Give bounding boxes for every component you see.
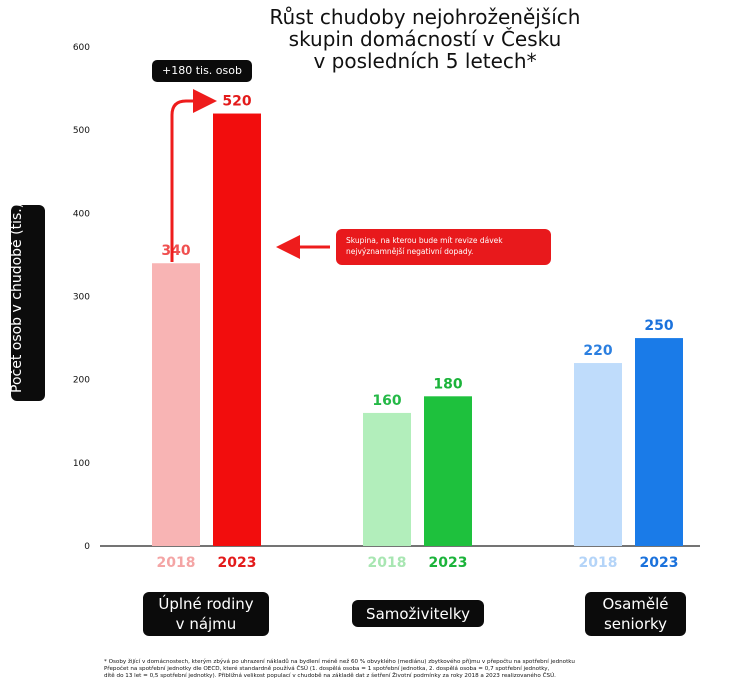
data-label: 180 (433, 376, 462, 392)
x-tick-label: 2023 (218, 555, 257, 571)
growth-badge: +180 tis. osob (152, 60, 252, 82)
group-label-families-line-1: Úplné rodiny (158, 595, 254, 613)
bar (635, 338, 683, 546)
y-tick-label: 600 (73, 43, 90, 53)
annotations (170, 89, 330, 262)
x-tick-label: 2018 (579, 555, 618, 571)
chart-title-line-2: skupin domácností v Česku (288, 27, 562, 51)
footnote-line-2: Přepočet na spotřební jednotky dle OECD,… (104, 666, 550, 672)
bar (574, 363, 622, 546)
chart-title-line-1: Růst chudoby nejohroženějších (269, 5, 581, 29)
y-tick-label: 0 (84, 542, 90, 552)
bars: 340 2018 520 2023 160 2018 180 2023 220 2018 250 20… (152, 94, 683, 571)
group-label-seniors-line-2: seniorky (603, 615, 668, 633)
footnote: * Osoby žijící v domácnostech, kterým zb… (104, 659, 744, 680)
footnote-line-1: * Osoby žijící v domácnostech, kterým zb… (104, 659, 575, 665)
footnote-line-3: dítě do 13 let = 0,5 spotřební jednotky)… (104, 673, 556, 679)
group-label-seniors-line-1: Osamělé (602, 595, 669, 613)
callout-box: Skupina, na kterou bude mít revize dávek… (336, 229, 551, 265)
x-tick-label: 2018 (368, 555, 407, 571)
bar (424, 396, 472, 546)
data-label: 220 (583, 343, 612, 359)
y-tick-label: 300 (73, 293, 90, 303)
y-axis-label-box (11, 205, 45, 401)
bar (363, 412, 411, 546)
data-label: 160 (372, 393, 401, 409)
y-tick-label: 200 (73, 376, 90, 386)
group-label-families-line-2: v nájmu (175, 615, 237, 633)
bar (213, 113, 261, 547)
x-tick-label: 2018 (157, 555, 196, 571)
y-tick-label: 100 (73, 459, 90, 469)
data-label: 250 (644, 318, 673, 334)
y-tick-label: 400 (73, 209, 90, 219)
group-label-families: Úplné rodiny v nájmu (143, 592, 269, 636)
y-tick-label: 500 (73, 126, 90, 136)
group-label-seniors: Osamělé seniorky (585, 592, 686, 636)
chart-title: Růst chudoby nejohroženějších skupin dom… (250, 6, 600, 72)
group-label-single-mothers: Samoživitelky (352, 600, 484, 627)
y-axis-label: Počet osob v chudobě (tis.) (9, 202, 25, 393)
x-tick-label: 2023 (429, 555, 468, 571)
data-label: 520 (222, 94, 251, 110)
chart-title-line-3: v posledních 5 letech* (313, 49, 537, 73)
x-tick-label: 2023 (640, 555, 679, 571)
data-label: 340 (161, 243, 190, 259)
group-label-single-mothers-text: Samoživitelky (366, 604, 470, 623)
bar (152, 263, 200, 546)
growth-arrow (170, 89, 217, 262)
